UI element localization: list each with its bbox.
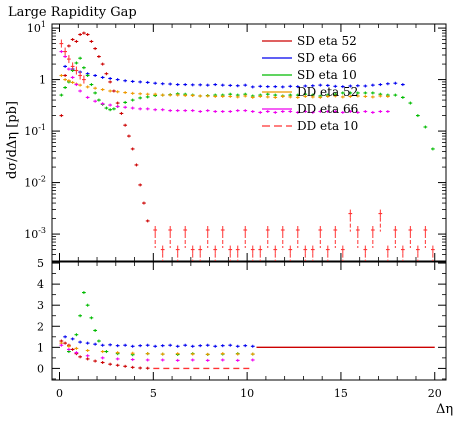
legend-label: SD eta 52 (297, 34, 357, 48)
legend-label: SD eta 10 (297, 68, 357, 82)
y-tick-label: 1 (39, 74, 46, 87)
legend-label: DD eta 52 (297, 85, 358, 99)
x-tick-label: 0 (56, 387, 63, 400)
y-tick-label: 10-3 (24, 226, 46, 241)
legend-label: DD eta 66 (297, 102, 358, 116)
ratio-tick-label: 5 (37, 257, 44, 270)
y-tick-label: 10-1 (24, 123, 46, 138)
ratio-tick-label: 4 (37, 278, 44, 291)
legend-label: SD eta 66 (297, 51, 357, 65)
ratio-tick-label: 2 (37, 320, 44, 333)
main-series-marks (59, 31, 435, 261)
x-tick-label: 20 (428, 387, 442, 400)
main-plot-frame (51, 23, 447, 262)
y-axis-label: dσ/dΔη [pb] (5, 101, 20, 179)
y-tick-label: 10-2 (24, 175, 46, 190)
x-tick-label: 10 (240, 387, 254, 400)
ratio-tick-label: 0 (37, 362, 44, 375)
legend-label: DD eta 10 (297, 119, 358, 133)
ratio-axis-ticks: 5 4 3 2 1 0 (37, 257, 446, 380)
chart-title: Large Rapidity Gap (8, 5, 137, 20)
ratio-tick-label: 3 (37, 299, 44, 312)
ratio-tick-label: 1 (37, 341, 44, 354)
legend: SD eta 52 SD eta 66 SD eta 10 DD eta 52 DD e… (262, 34, 358, 133)
ratio-plot-frame (51, 261, 447, 381)
y-tick-label: 101 (27, 20, 46, 35)
ratio-series-marks (59, 291, 435, 370)
x-tick-label: 5 (150, 387, 157, 400)
x-tick-label: 15 (334, 387, 348, 400)
x-axis-label: Δη (436, 402, 453, 417)
